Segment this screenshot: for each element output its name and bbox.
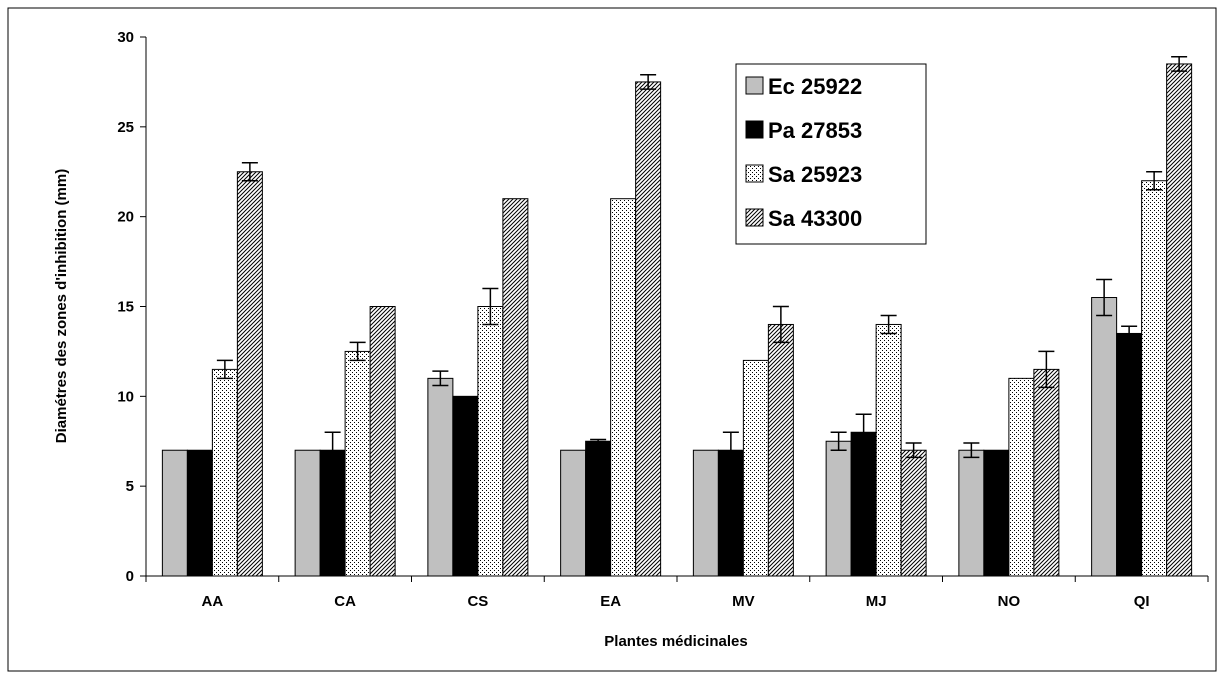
legend-swatch-pa-27853 bbox=[745, 120, 764, 139]
bar-pa-27853-aa bbox=[186, 449, 213, 577]
x-tick-label-aa: AA bbox=[202, 593, 224, 610]
legend-swatch-sa-43300 bbox=[745, 208, 764, 227]
error-bar-ec-25922-cs bbox=[432, 370, 449, 387]
x-tick-label-ca: CA bbox=[334, 593, 356, 610]
bar-ec-25922-no bbox=[958, 449, 985, 577]
x-tick-label-qi: QI bbox=[1134, 593, 1150, 610]
y-tick-label-0: 0 bbox=[126, 568, 134, 585]
bar-pa-27853-mj bbox=[850, 431, 877, 577]
bar-sa-25923-aa bbox=[211, 368, 238, 577]
error-bar-sa-25923-cs bbox=[482, 287, 499, 326]
legend-label-sa-43300: Sa 43300 bbox=[768, 206, 862, 231]
bar-sa-25923-ea bbox=[610, 198, 637, 577]
y-tick-label-25: 25 bbox=[117, 119, 134, 136]
error-bar-ec-25922-no bbox=[963, 442, 980, 459]
error-bar-pa-27853-ea bbox=[590, 438, 607, 444]
bar-sa-43300-aa bbox=[236, 171, 263, 577]
legend-box bbox=[735, 63, 927, 245]
bar-ec-25922-mv bbox=[692, 449, 719, 577]
x-tick-label-mv: MV bbox=[732, 593, 755, 610]
y-axis-title: Diamétres des zones d'inhibition (mm) bbox=[53, 169, 70, 443]
error-bar-sa-25923-ca bbox=[349, 341, 366, 362]
legend: Ec 25922 Pa 27853 Sa 25923 Sa 43300 bbox=[735, 63, 927, 245]
bar-sa-25923-mv bbox=[742, 359, 769, 577]
series-ec-25922 bbox=[161, 278, 1118, 577]
error-bar-ec-25922-mj bbox=[830, 431, 847, 451]
bar-sa-25923-cs bbox=[477, 306, 504, 577]
error-bar-pa-27853-ca bbox=[324, 431, 341, 469]
bar-sa-43300-no bbox=[1033, 368, 1060, 577]
legend-label-ec-25922: Ec 25922 bbox=[768, 74, 862, 99]
bar-sa-43300-ca bbox=[369, 306, 396, 577]
error-bar-sa-43300-aa bbox=[241, 162, 258, 182]
bar-ec-25922-aa bbox=[161, 449, 188, 577]
bar-sa-43300-mv bbox=[767, 323, 794, 577]
bar-ec-25922-ca bbox=[294, 449, 321, 577]
legend-label-pa-27853: Pa 27853 bbox=[768, 118, 862, 143]
y-tick-label-30: 30 bbox=[117, 29, 134, 46]
bar-pa-27853-cs bbox=[452, 395, 479, 577]
x-axis-title: Plantes médicinales bbox=[604, 633, 747, 650]
bar-ec-25922-cs bbox=[427, 377, 454, 577]
error-bar-pa-27853-mv bbox=[722, 431, 739, 469]
bar-sa-43300-qi bbox=[1166, 63, 1193, 577]
x-tick-label-cs: CS bbox=[467, 593, 488, 610]
error-bar-pa-27853-mj bbox=[855, 413, 872, 451]
x-tick-label-mj: MJ bbox=[866, 593, 887, 610]
bar-sa-25923-qi bbox=[1141, 180, 1168, 577]
error-bar-sa-43300-mv bbox=[772, 305, 789, 344]
error-bar-sa-43300-no bbox=[1038, 350, 1055, 389]
bar-sa-43300-cs bbox=[502, 198, 529, 577]
bar-ec-25922-ea bbox=[560, 449, 587, 577]
legend-label-sa-25923: Sa 25923 bbox=[768, 162, 862, 187]
error-bar-sa-25923-mj bbox=[880, 314, 897, 335]
error-bar-sa-25923-qi bbox=[1146, 171, 1163, 191]
bar-pa-27853-qi bbox=[1116, 332, 1143, 577]
bar-sa-25923-no bbox=[1008, 377, 1035, 577]
bar-sa-43300-ea bbox=[635, 81, 662, 577]
bar-pa-27853-no bbox=[983, 449, 1010, 577]
bar-pa-27853-ca bbox=[319, 449, 346, 577]
bar-pa-27853-mv bbox=[717, 449, 744, 577]
bar-ec-25922-mj bbox=[825, 440, 852, 577]
legend-swatch-ec-25922 bbox=[745, 76, 764, 95]
error-bar-sa-43300-mj bbox=[905, 442, 922, 459]
bar-pa-27853-ea bbox=[585, 440, 612, 577]
error-bar-pa-27853-qi bbox=[1121, 325, 1138, 342]
x-tick-label-ea: EA bbox=[600, 593, 621, 610]
series-sa-25923 bbox=[211, 171, 1168, 577]
bar-sa-25923-mj bbox=[875, 323, 902, 577]
legend-swatch-sa-25923 bbox=[745, 164, 764, 183]
series-pa-27853 bbox=[186, 325, 1143, 577]
error-bar-ec-25922-qi bbox=[1096, 278, 1113, 317]
y-tick-label-10: 10 bbox=[117, 388, 134, 405]
y-tick-label-5: 5 bbox=[126, 478, 134, 495]
error-bar-sa-43300-ea bbox=[640, 73, 657, 90]
bar-sa-25923-ca bbox=[344, 350, 371, 577]
error-bar-sa-25923-aa bbox=[216, 359, 233, 380]
bar-sa-43300-mj bbox=[900, 449, 927, 577]
x-tick-label-no: NO bbox=[998, 593, 1021, 610]
bar-ec-25922-qi bbox=[1091, 297, 1118, 577]
y-tick-label-20: 20 bbox=[117, 209, 134, 226]
plot-area: 0 5 10 15 20 25 30 AA CA CS EA MV MJ NO QI bbox=[117, 29, 1209, 610]
error-bar-sa-43300-qi bbox=[1171, 56, 1188, 72]
y-tick-label-15: 15 bbox=[117, 299, 134, 316]
